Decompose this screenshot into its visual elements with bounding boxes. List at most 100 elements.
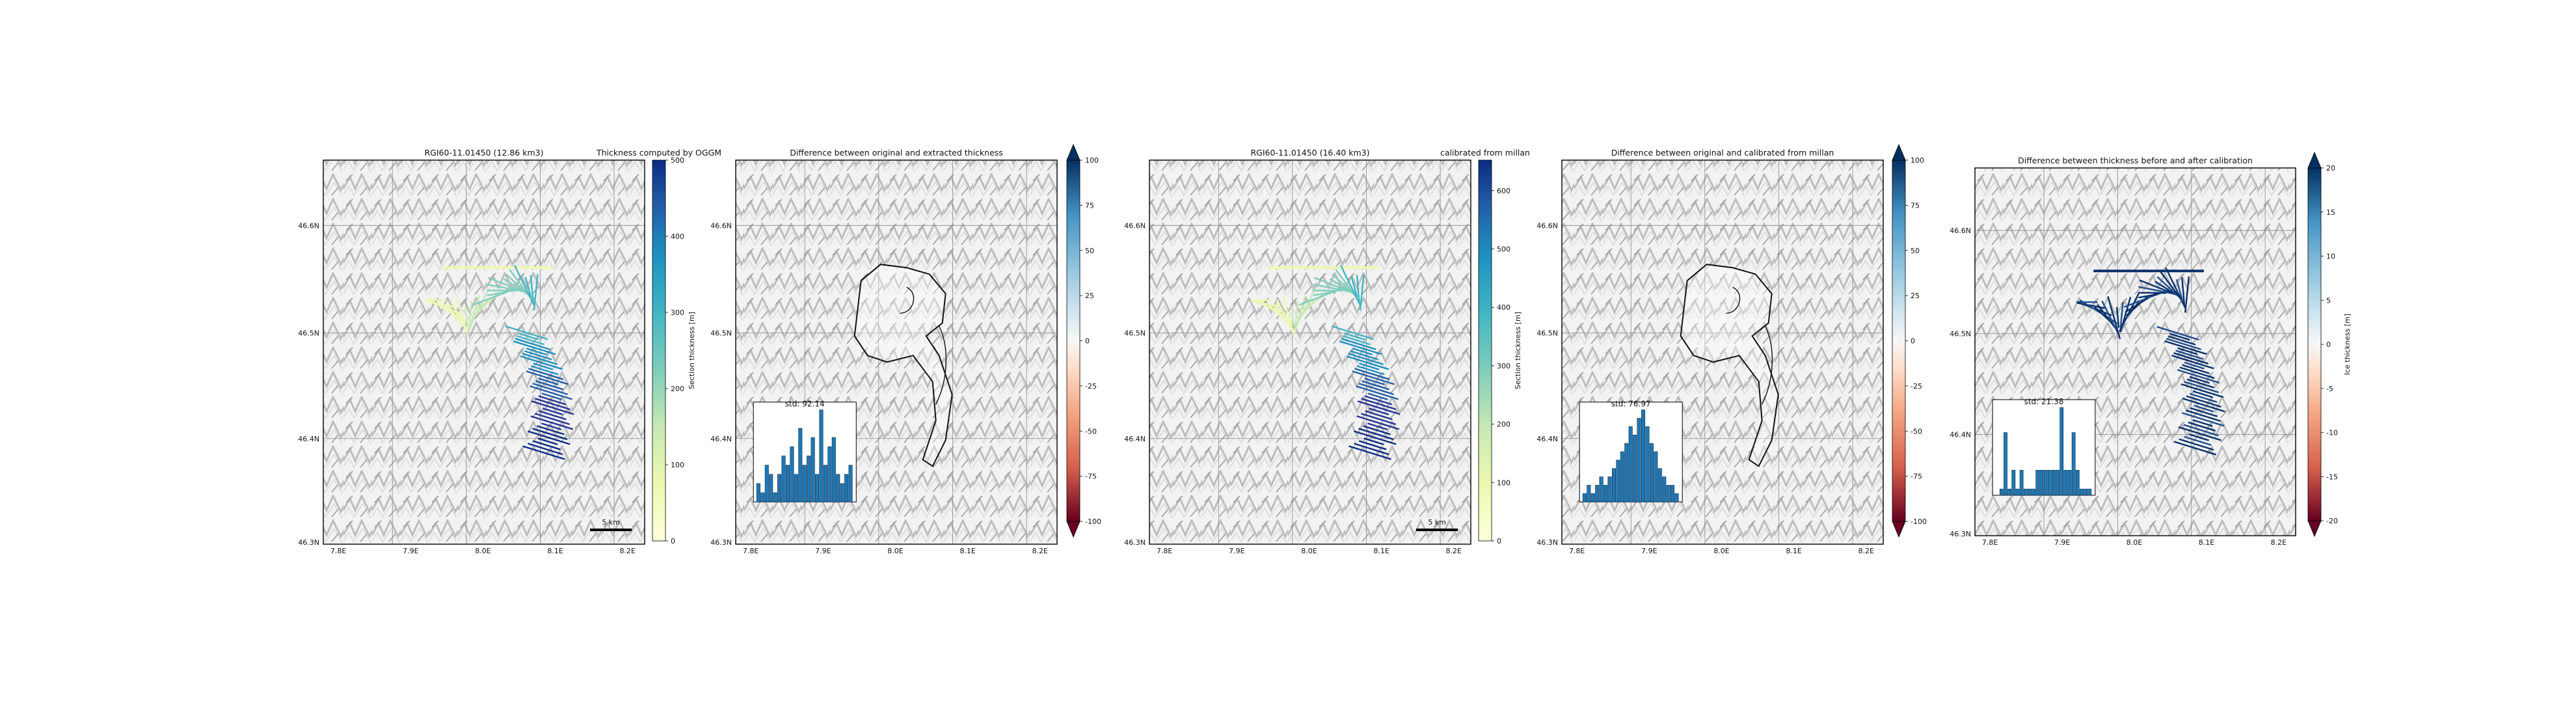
panel-title: Difference between original and calibrat… (1611, 148, 1834, 158)
colorbar-gradient (1478, 159, 1492, 542)
colorbar-tick-label: 75 (1911, 201, 1920, 210)
scale-bar-label: 5 km (602, 518, 620, 527)
y-tick-label: 46.5N (710, 329, 732, 338)
histogram-bar (2059, 407, 2064, 496)
section-line (530, 385, 572, 400)
section-line (455, 295, 470, 338)
section-line (2139, 279, 2181, 297)
colorbar-tick-label: 75 (1085, 201, 1094, 210)
colorbar-tick-label: 0 (1497, 537, 1501, 545)
colorbar-tick-label: 10 (2326, 253, 2335, 261)
section-line (2179, 426, 2221, 441)
x-tick-label: 8.2E (1858, 547, 1874, 555)
y-tick-label: 46.6N (710, 221, 732, 230)
panel-title: Difference between thickness before and … (2018, 156, 2253, 165)
colorbar-tick-label: 0 (1911, 337, 1915, 346)
colorbar-tick-label: -25 (1911, 382, 1922, 391)
histogram-bar (2035, 470, 2040, 496)
histogram-bar (2028, 488, 2032, 496)
section-line (2177, 368, 2220, 384)
section-line (1341, 338, 1376, 350)
colorbar-tick-label: 0 (1085, 337, 1090, 346)
colorbar-label: Ice thickness [m] (2343, 314, 2352, 375)
section-line (532, 383, 569, 395)
y-tick-label: 46.4N (710, 435, 732, 443)
section-line (2184, 276, 2190, 313)
colorbar-gradient (2307, 167, 2322, 521)
histogram-bar (1654, 451, 1658, 503)
section-line (2186, 409, 2221, 422)
section-line (1358, 440, 1387, 450)
section-line (1363, 425, 1391, 435)
colorbar-tick-label: 500 (1497, 245, 1510, 254)
histogram-bar (1641, 409, 1646, 503)
histogram-bar (764, 465, 769, 503)
section-line (1331, 325, 1375, 340)
section-line (1359, 274, 1365, 311)
colorbar: 0 100 200 300 400 500 600 calibrated from milla… (1440, 148, 1530, 545)
section-line (2175, 350, 2203, 360)
section-line (526, 348, 547, 355)
section-line (533, 274, 539, 311)
section-line (1276, 299, 1294, 333)
colorbar-tick-label: 100 (1911, 156, 1924, 165)
section-line (2116, 307, 2120, 328)
panel-p4: 7.8E 7.9E 8.0E 8.1E 8.2E 46.6N 46.5N 46.4N 46.3N… (1536, 143, 1927, 555)
section-line (1314, 277, 1356, 295)
histogram-bar (1674, 493, 1679, 503)
section-line (2189, 376, 2210, 384)
panel-p5: 7.8E 7.9E 8.0E 8.1E 8.2E 46.6N 46.5N 46.4N 46.3N… (1950, 151, 2352, 547)
section-line (528, 443, 563, 456)
glacier-sections (425, 265, 574, 460)
section-line (2183, 424, 2219, 437)
section-line (2186, 378, 2215, 389)
colorbar: 20 15 10 5 0 -5 -10 -15 -20 Ice thickness [m] (2307, 151, 2352, 538)
section-line (2156, 325, 2199, 341)
colorbar: 100 75 50 25 0 -25 -50 -75 -100 (1892, 143, 1927, 538)
x-tick-label: 8.2E (620, 547, 636, 555)
section-line (2189, 393, 2218, 403)
section-line (1358, 383, 1395, 395)
section-line (2164, 340, 2207, 355)
section-line (488, 277, 530, 295)
section-line (2194, 404, 2214, 413)
section-line (2179, 366, 2215, 379)
y-tick-label: 46.5N (1950, 329, 1971, 338)
histogram-bar (831, 437, 836, 503)
glacier-outline (853, 264, 953, 467)
section-line (513, 265, 535, 306)
section-line (2184, 381, 2220, 394)
histogram-bar (1603, 485, 1608, 503)
histogram-bar (1670, 485, 1675, 503)
inset-title: std: 76.97 (1611, 400, 1651, 409)
histogram-bar (2039, 470, 2044, 496)
y-tick-label: 46.6N (298, 221, 319, 230)
colorbar-gradient (1066, 159, 1080, 522)
section-line (535, 380, 563, 391)
y-tick-label: 46.5N (298, 329, 319, 338)
map-hillshade (323, 160, 645, 544)
histogram-bar (798, 428, 803, 503)
section-line (541, 393, 562, 400)
histogram-bar (2052, 470, 2056, 496)
histogram-bar (1616, 460, 1620, 503)
section-line (1352, 370, 1395, 385)
panel-p2: 7.8E 7.9E 8.0E 8.1E 8.2E 46.6N 46.5N 46.4N 46.3N… (710, 143, 1101, 555)
section-line (2192, 390, 2213, 398)
section-line (2180, 383, 2224, 398)
colorbar-tick-label: -100 (1085, 517, 1101, 526)
colorbar-gradient (1892, 159, 1906, 522)
histogram-bar (2007, 488, 2012, 496)
colorbar-extend-top (1066, 143, 1080, 161)
section-line (539, 410, 567, 420)
x-tick-label: 8.1E (547, 547, 563, 555)
section-line (1356, 275, 1360, 304)
section-line (2171, 354, 2214, 370)
inset-title: std: 21.38 (2024, 397, 2064, 406)
section-line (2190, 407, 2218, 417)
y-tick-label: 46.3N (1124, 538, 1146, 547)
x-tick-label: 7.8E (1569, 547, 1585, 555)
x-tick-label: 8.1E (959, 547, 975, 555)
section-line (2169, 333, 2190, 341)
histogram-bar (1582, 493, 1587, 503)
